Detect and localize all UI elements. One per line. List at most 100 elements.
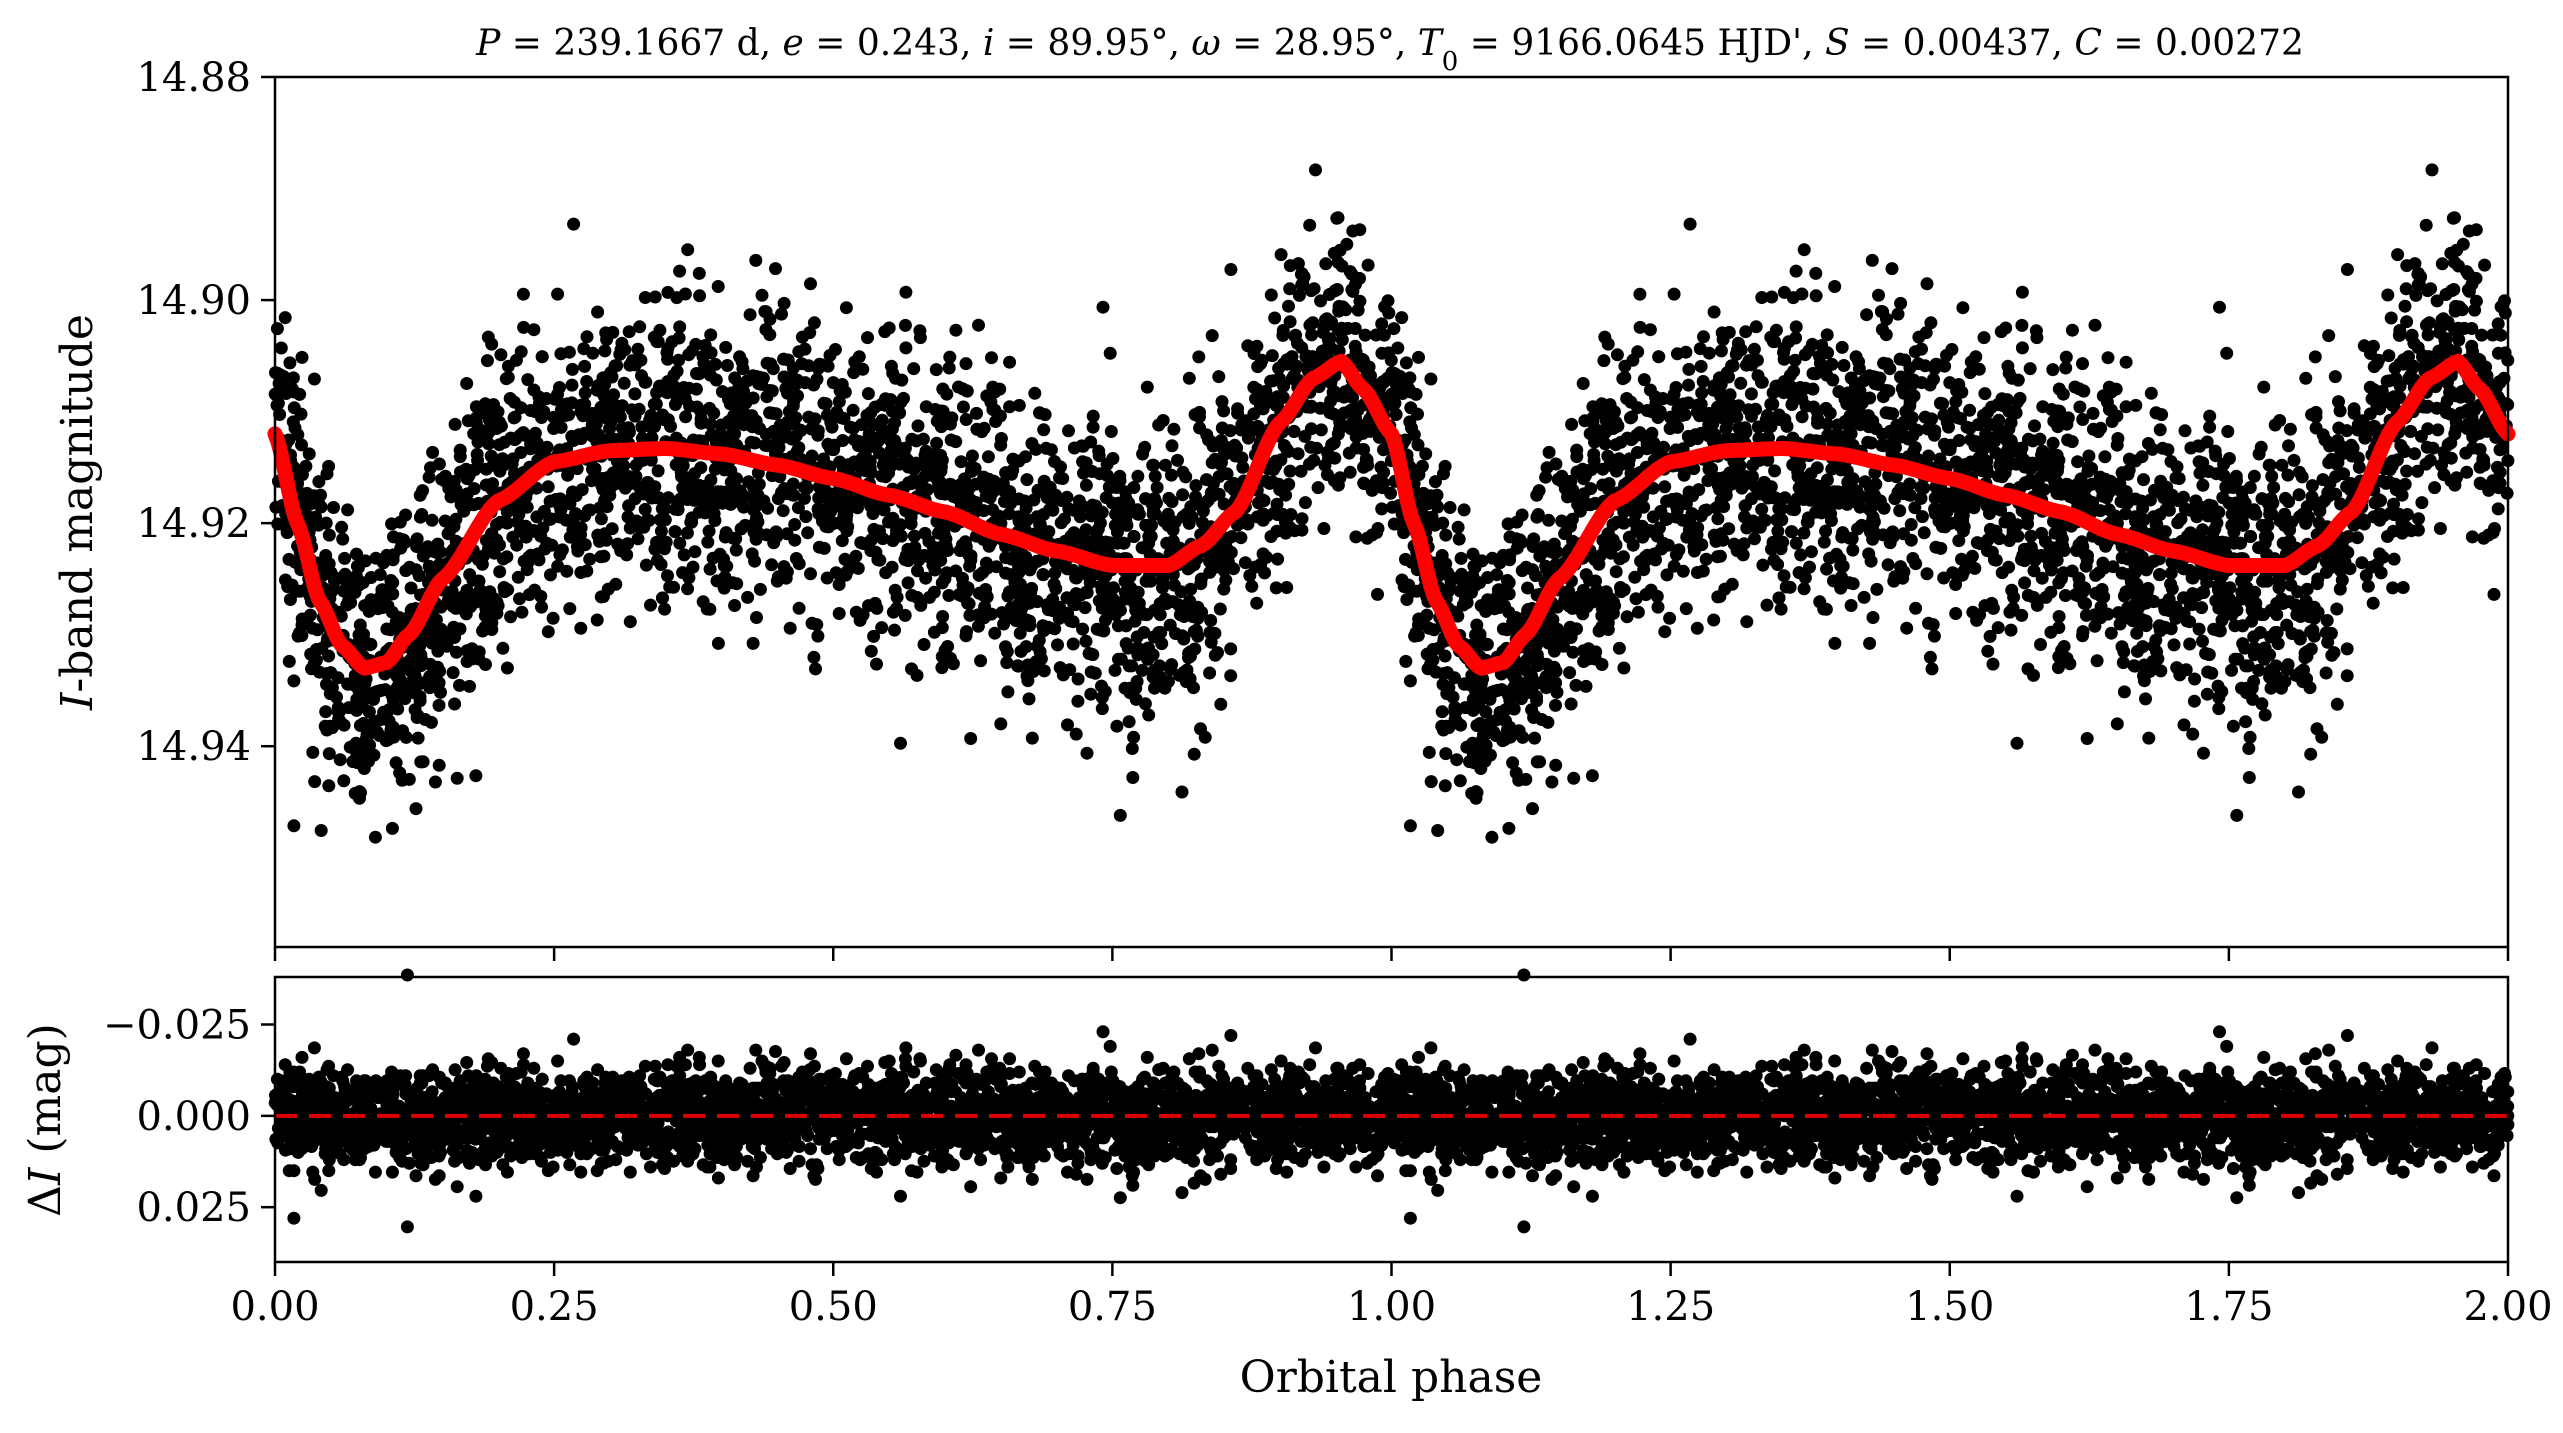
data-point <box>1000 656 1014 670</box>
data-point <box>994 438 1008 452</box>
data-point <box>693 289 707 303</box>
data-point <box>1955 552 1968 566</box>
data-point <box>460 487 474 501</box>
data-point <box>777 352 791 366</box>
data-point <box>623 615 637 629</box>
data-point <box>1719 488 1733 502</box>
data-point <box>927 625 941 639</box>
data-point <box>1454 718 1468 732</box>
data-point <box>1283 259 1297 273</box>
data-point <box>2122 452 2136 466</box>
data-point <box>1176 488 1190 502</box>
data-point <box>1682 378 1695 392</box>
data-point <box>1095 505 1109 519</box>
data-point <box>882 515 895 529</box>
data-point <box>1198 730 1212 744</box>
data-point <box>648 480 662 494</box>
data-point <box>428 661 441 675</box>
data-point <box>777 370 791 384</box>
data-point <box>1438 779 1452 793</box>
data-point <box>804 567 817 581</box>
data-point <box>1006 452 1020 466</box>
data-point <box>1283 464 1297 478</box>
data-point <box>546 611 560 625</box>
data-point <box>972 568 986 582</box>
data-point <box>1235 451 1249 465</box>
data-point <box>2332 395 2345 409</box>
data-point <box>811 424 825 438</box>
data-point <box>469 769 483 783</box>
data-point <box>1690 621 1704 635</box>
data-point <box>2491 317 2505 331</box>
data-point <box>1066 637 1080 651</box>
data-point <box>702 524 716 538</box>
data-point <box>1024 586 1038 599</box>
data-point <box>839 301 853 315</box>
data-point <box>1371 587 1384 601</box>
data-point <box>1356 360 1370 374</box>
data-point <box>1771 524 1785 538</box>
data-point <box>337 584 351 598</box>
data-point <box>1375 317 1389 331</box>
data-point <box>1342 446 1356 460</box>
data-point <box>916 432 930 446</box>
data-point <box>2100 491 2114 505</box>
data-point <box>1250 596 1264 610</box>
data-point <box>914 598 928 612</box>
data-point <box>977 611 991 625</box>
data-point <box>1314 423 1328 437</box>
data-point <box>1828 636 1842 650</box>
data-point <box>1264 530 1278 543</box>
data-point <box>910 668 924 682</box>
data-point <box>1545 775 1559 789</box>
data-point <box>507 411 521 425</box>
data-point <box>1011 659 1025 673</box>
data-point <box>749 521 763 535</box>
data-point <box>1260 550 1273 564</box>
data-point <box>1061 718 1074 732</box>
data-point <box>2415 496 2429 510</box>
data-point <box>1795 287 1809 301</box>
data-point <box>1086 420 1100 434</box>
data-point <box>446 666 460 680</box>
data-point <box>1585 769 1599 783</box>
data-point <box>2257 380 2271 394</box>
data-point <box>1022 692 1036 706</box>
data-point <box>2203 420 2217 434</box>
data-point <box>479 601 493 615</box>
data-point <box>1358 328 1372 342</box>
data-point <box>520 500 534 514</box>
data-point <box>412 569 426 583</box>
data-point <box>819 519 833 533</box>
data-point <box>1395 311 1409 325</box>
data-point <box>1150 481 1164 494</box>
data-point <box>2021 588 2035 602</box>
data-point <box>2263 670 2277 684</box>
data-point <box>1934 541 1948 555</box>
data-point <box>834 500 848 514</box>
data-point <box>2117 645 2131 659</box>
data-point <box>416 484 430 498</box>
data-point <box>2448 478 2462 492</box>
data-point <box>1070 571 1083 585</box>
data-point <box>1025 731 1039 745</box>
data-point <box>678 392 692 406</box>
data-point <box>1032 510 1046 524</box>
data-point <box>580 330 594 344</box>
data-point <box>1399 356 1413 370</box>
data-point <box>1327 436 1341 450</box>
data-point <box>2220 346 2234 360</box>
data-point <box>949 435 963 449</box>
data-point <box>791 501 805 515</box>
data-point <box>1756 558 1770 572</box>
data-point <box>667 380 681 394</box>
data-point <box>2276 597 2290 610</box>
data-point <box>578 359 592 373</box>
data-point <box>1711 512 1725 526</box>
data-point <box>708 357 722 371</box>
data-point <box>430 546 444 559</box>
data-point <box>812 491 826 505</box>
data-point <box>1040 598 1054 612</box>
data-point <box>456 602 470 616</box>
data-point <box>1182 371 1196 385</box>
